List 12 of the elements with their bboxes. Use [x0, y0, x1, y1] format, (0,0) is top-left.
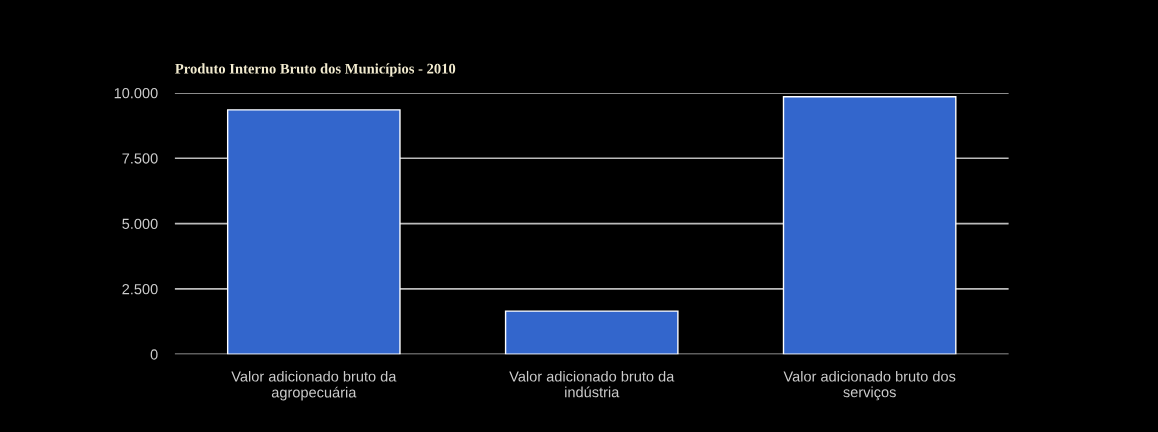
bar: [782, 96, 957, 355]
y-tick-label: 5.000: [122, 218, 158, 229]
y-tick-label: 2.500: [122, 284, 158, 295]
x-tick-label: Valor adicionado bruto da agropecuária: [231, 370, 397, 401]
bar: [226, 109, 401, 355]
bar: [504, 310, 679, 355]
chart-title: Produto Interno Bruto dos Municípios - 2010: [175, 63, 456, 77]
x-tick-label: Valor adicionado bruto da indústria: [509, 370, 675, 398]
x-tick-label: Valor adicionado bruto dos serviços: [783, 370, 956, 401]
y-tick-label: 10.000: [114, 87, 158, 99]
y-tick-label: 7.500: [122, 153, 158, 164]
y-tick-label: 0: [150, 349, 158, 360]
